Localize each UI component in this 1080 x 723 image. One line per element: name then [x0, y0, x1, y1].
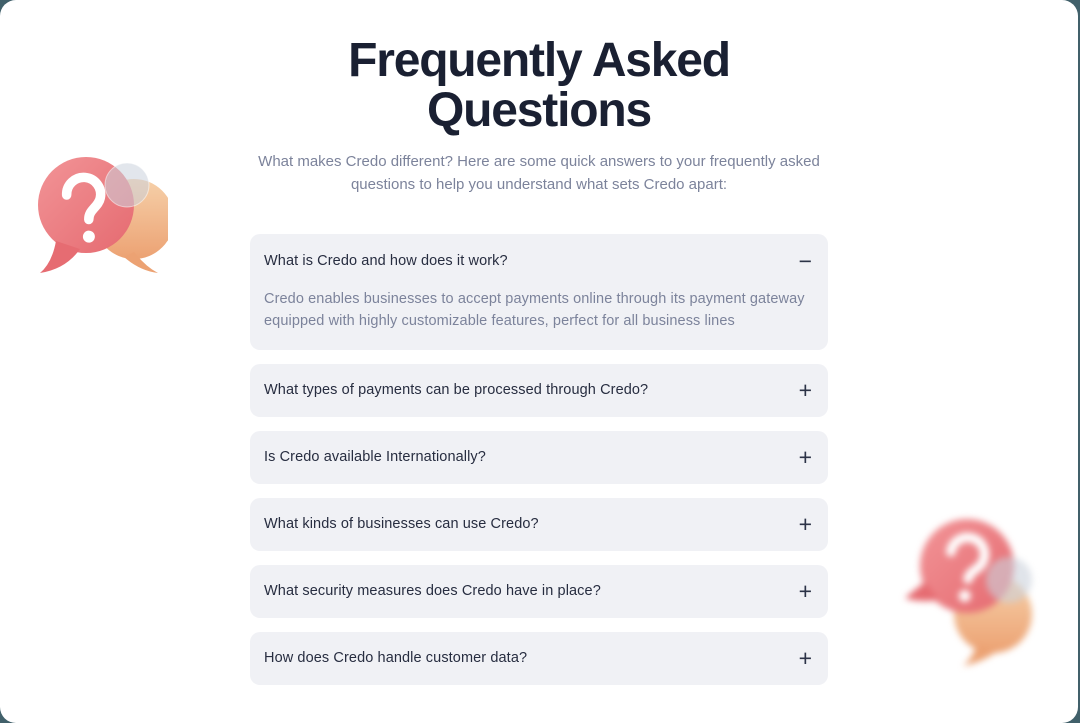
faq-item-header[interactable]: What kinds of businesses can use Credo? …: [264, 498, 812, 551]
faq-answer: Credo enables businesses to accept payme…: [264, 291, 805, 330]
page-title: Frequently Asked Questions: [348, 34, 731, 138]
faq-item-payment-types[interactable]: What types of payments can be processed …: [250, 363, 828, 417]
faq-accordion: What is Credo and how does it work? − Cr…: [250, 234, 828, 685]
plus-icon[interactable]: +: [798, 443, 812, 470]
faq-item-what-is-credo[interactable]: What is Credo and how does it work? − Cr…: [250, 234, 828, 350]
plus-icon[interactable]: +: [798, 376, 812, 403]
faq-question: How does Credo handle customer data?: [264, 650, 528, 667]
faq-question: What kinds of businesses can use Credo?: [264, 516, 539, 533]
faq-item-header[interactable]: What types of payments can be processed …: [264, 364, 812, 417]
question-mark-icon: [946, 532, 990, 602]
faq-question: What types of payments can be processed …: [264, 382, 649, 399]
faq-item-business-kinds[interactable]: What kinds of businesses can use Credo? …: [250, 497, 828, 551]
plus-icon[interactable]: +: [798, 510, 812, 537]
faq-item-customer-data[interactable]: How does Credo handle customer data? +: [250, 631, 828, 685]
right-question-bubbles-illustration: [905, 519, 1032, 666]
faq-question: Is Credo available Internationally?: [264, 449, 486, 466]
peach-speech-bubble: [954, 575, 1032, 666]
faq-item-header[interactable]: Is Credo available Internationally? +: [264, 431, 812, 484]
glass-circle: [986, 557, 1032, 603]
faq-header: Frequently Asked Questions What makes Cr…: [0, 0, 1078, 196]
faq-question: What is Credo and how does it work?: [264, 253, 508, 270]
plus-icon[interactable]: +: [798, 577, 812, 604]
faq-item-header[interactable]: What security measures does Credo have i…: [264, 565, 812, 618]
faq-item-header[interactable]: How does Credo handle customer data? +: [264, 632, 812, 685]
faq-item-header[interactable]: What is Credo and how does it work? −: [264, 238, 812, 284]
red-speech-bubble: [905, 519, 1014, 613]
page-subtitle: What makes Credo different? Here are som…: [258, 152, 820, 194]
faq-question: What security measures does Credo have i…: [264, 583, 601, 600]
faq-item-security[interactable]: What security measures does Credo have i…: [250, 564, 828, 618]
faq-item-international[interactable]: Is Credo available Internationally? +: [250, 430, 828, 484]
plus-icon[interactable]: +: [798, 644, 812, 671]
minus-icon[interactable]: −: [798, 247, 812, 274]
